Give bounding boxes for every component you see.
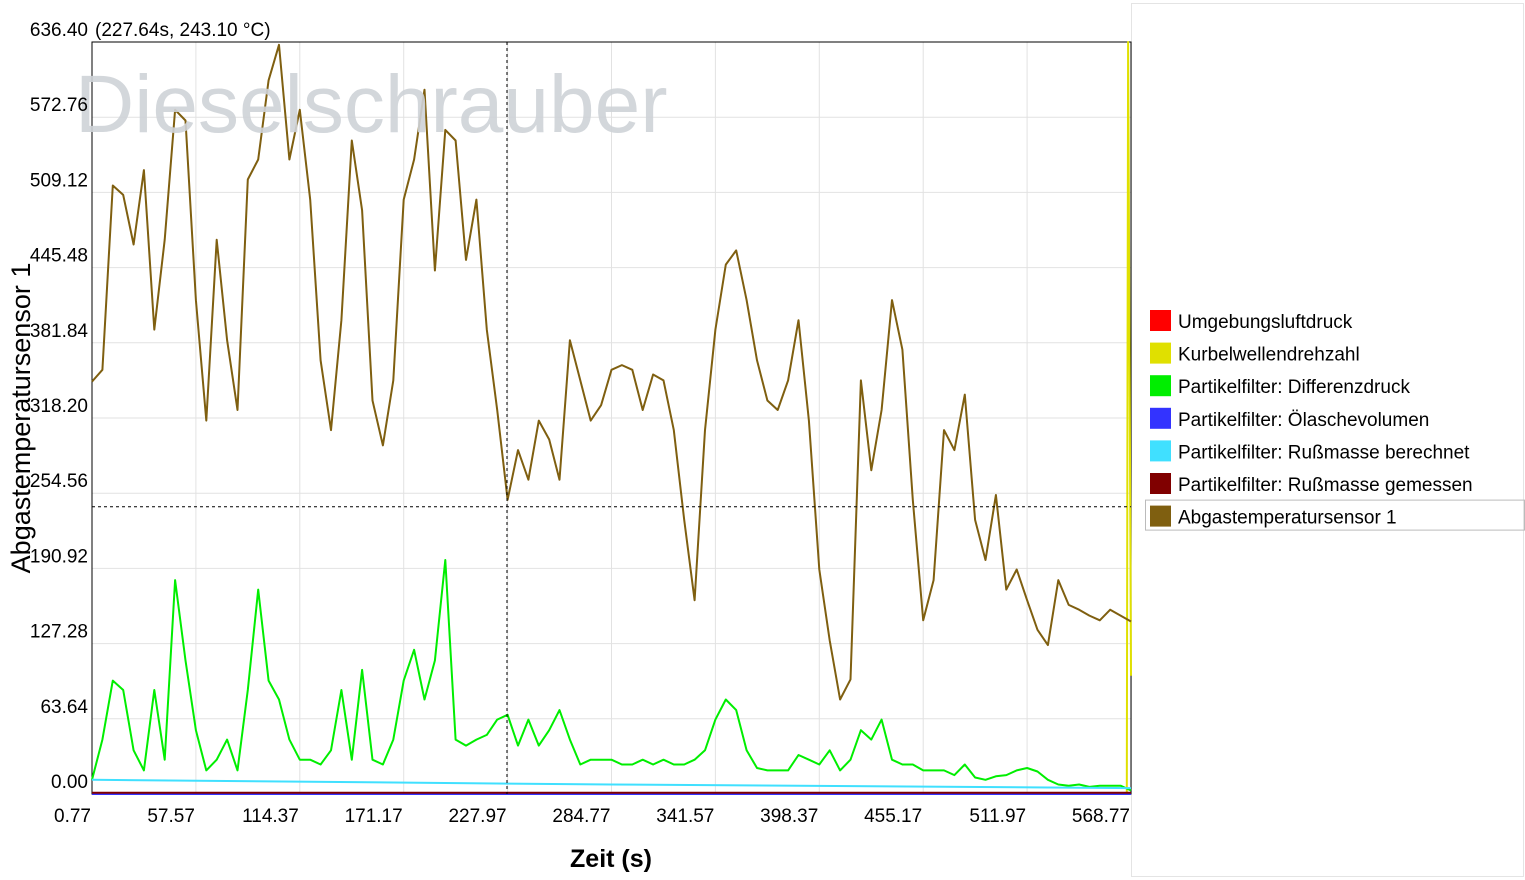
x-tick-label: 511.97: [969, 806, 1026, 827]
y-tick-label: 190.92: [30, 546, 88, 567]
y-tick-label: 572.76: [30, 95, 88, 116]
x-tick-label: 568.77: [1072, 806, 1130, 827]
y-tick-label: 254.56: [30, 471, 88, 492]
y-tick-label: 63.64: [40, 697, 88, 718]
x-tick-label: 455.17: [864, 806, 922, 827]
y-tick-label: 381.84: [30, 321, 89, 342]
x-tick-label: 114.37: [242, 806, 299, 827]
x-tick-label: 284.77: [552, 806, 610, 827]
y-axis-title: Abgastemperatursensor 1: [6, 263, 36, 574]
legend-label: Partikelfilter: Rußmasse gemessen: [1178, 475, 1473, 496]
legend-swatch: [1150, 310, 1171, 331]
legend-panel: [1131, 3, 1524, 877]
legend-swatch: [1150, 407, 1171, 429]
series-line: [91, 43, 1132, 701]
plot-area: [91, 41, 1132, 795]
legend-label: Partikelfilter: Differenzdruck: [1178, 377, 1410, 398]
y-tick-label: 636.40: [30, 20, 88, 41]
watermark: Dieselschrauber: [75, 59, 668, 150]
legend-label: Partikelfilter: Ölaschevolumen: [1178, 410, 1429, 431]
series-line: [91, 559, 1132, 792]
y-tick-label: 127.28: [30, 622, 88, 643]
legend-swatch: [1150, 473, 1171, 494]
series-line: [91, 778, 1132, 790]
legend-swatch: [1150, 342, 1171, 364]
x-tick-label: 171.17: [345, 806, 403, 827]
x-tick-label: 227.97: [448, 806, 506, 827]
x-tick-label: 0.77: [54, 806, 91, 827]
x-tick-label: 398.37: [760, 806, 818, 827]
y-tick-label: 509.12: [30, 170, 88, 191]
legend-label: Partikelfilter: Rußmasse berechnet: [1178, 442, 1470, 463]
y-tick-label: 445.48: [30, 246, 88, 267]
legend-swatch: [1150, 440, 1171, 462]
x-tick-label: 57.57: [147, 806, 195, 827]
y-tick-label: 318.20: [30, 396, 88, 417]
legend-label: Kurbelwellendrehzahl: [1178, 345, 1360, 366]
legend-label: Umgebungsluftdruck: [1178, 312, 1353, 333]
legend-label: Abgastemperatursensor 1: [1178, 508, 1397, 529]
x-axis-title: Zeit (s): [570, 845, 652, 873]
legend-swatch: [1150, 505, 1171, 527]
x-tick-label: 341.57: [656, 806, 714, 827]
cursor-readout: (227.64s, 243.10 °C): [95, 20, 271, 41]
legend-swatch: [1150, 375, 1171, 397]
y-tick-label: 0.00: [51, 772, 88, 793]
